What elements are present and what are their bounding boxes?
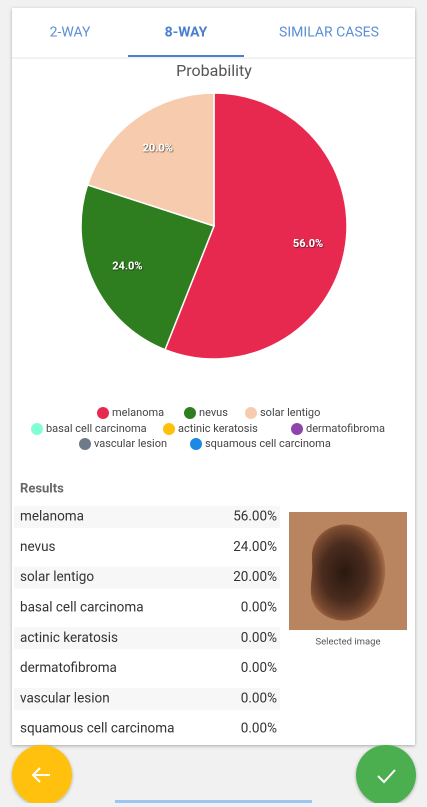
legend-swatch <box>190 438 202 450</box>
results-title: Results <box>20 481 64 496</box>
back-icon <box>31 767 50 783</box>
row-value: 0.00% <box>241 690 277 706</box>
row-value: 20.00% <box>233 569 277 585</box>
legend-swatch <box>291 423 303 435</box>
legend-label: solar lentigo <box>260 406 320 419</box>
legend-label: actinic keratosis <box>178 422 258 435</box>
legend-label: dermatofibroma <box>306 422 385 435</box>
row-bg <box>14 566 280 589</box>
row-bg <box>14 506 280 528</box>
tab[interactable]: 2-WAY <box>50 25 91 41</box>
check-icon <box>377 769 396 784</box>
bottom-bar <box>115 800 312 803</box>
legend-swatch <box>184 407 196 419</box>
image-caption: Selected image <box>315 637 380 648</box>
pie-slice <box>80 183 215 351</box>
slice-label: 20.0% <box>143 141 173 154</box>
legend-label: squamous cell carcinoma <box>205 437 331 450</box>
row-name: dermatofibroma <box>20 660 117 676</box>
row-name: vascular lesion <box>20 690 110 706</box>
row-bg <box>14 687 280 710</box>
pie-slice <box>86 92 215 228</box>
row-name: solar lentigo <box>20 569 94 585</box>
legend-swatch <box>79 438 91 450</box>
confirm-button[interactable] <box>356 745 416 805</box>
row-name: basal cell carcinoma <box>20 599 144 615</box>
slice-label: 24.0% <box>112 260 142 273</box>
row-value: 0.00% <box>241 660 277 676</box>
row-name: melanoma <box>20 509 84 525</box>
tab-active[interactable]: 8-WAY <box>165 25 208 41</box>
legend-label: melanoma <box>112 406 164 419</box>
slice-label: 56.0% <box>293 237 323 250</box>
legend-swatch <box>163 423 175 435</box>
row-name: nevus <box>20 539 56 555</box>
row-value: 0.00% <box>241 721 277 737</box>
row-value: 24.00% <box>233 539 277 555</box>
tab[interactable]: SIMILAR CASES <box>279 25 379 41</box>
legend-swatch <box>245 407 257 419</box>
row-name: squamous cell carcinoma <box>20 721 174 737</box>
legend-swatch <box>31 423 43 435</box>
row-bg <box>14 627 280 650</box>
legend-label: basal cell carcinoma <box>46 422 147 435</box>
lesion <box>310 524 386 621</box>
chart-title: Probability <box>176 61 252 80</box>
row-value: 0.00% <box>241 599 277 615</box>
legend-swatch <box>97 407 109 419</box>
row-value: 56.00% <box>233 509 277 525</box>
row-name: actinic keratosis <box>20 630 118 646</box>
legend-label: vascular lesion <box>94 437 167 450</box>
tab-indicator <box>128 55 244 57</box>
row-value: 0.00% <box>241 630 277 646</box>
pie-slice <box>164 92 348 360</box>
legend-label: nevus <box>199 406 228 419</box>
